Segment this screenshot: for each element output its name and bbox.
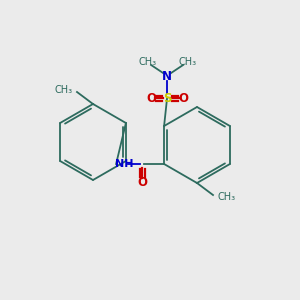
Text: CH₃: CH₃ <box>178 57 196 67</box>
Text: NH: NH <box>115 159 133 169</box>
Text: N: N <box>162 70 172 83</box>
Text: CH₃: CH₃ <box>55 85 73 95</box>
Text: CH₃: CH₃ <box>217 192 235 202</box>
Text: O: O <box>146 92 156 104</box>
Text: S: S <box>163 92 171 104</box>
Text: CH₃: CH₃ <box>138 57 156 67</box>
Text: O: O <box>137 176 147 188</box>
Text: O: O <box>178 92 188 104</box>
